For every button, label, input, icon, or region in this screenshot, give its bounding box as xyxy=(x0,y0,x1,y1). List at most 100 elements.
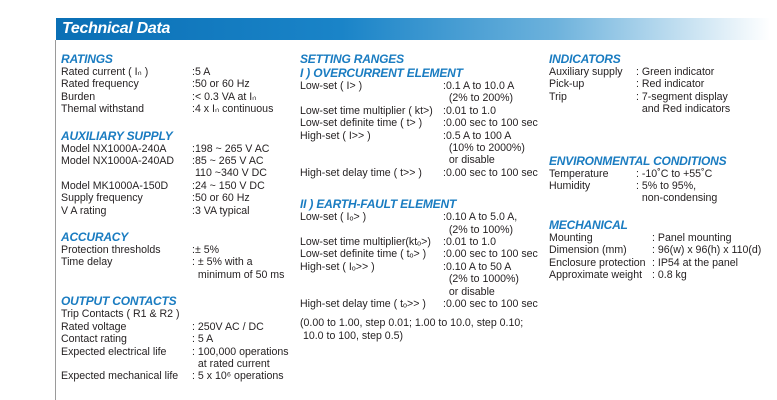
spec-label: Auxiliary supply xyxy=(549,66,623,78)
spec-row: Expected electrical life : 100,000 operat… xyxy=(61,346,289,371)
spec-label: Expected electrical life xyxy=(61,345,167,358)
spec-value-line: non-condensing xyxy=(636,192,718,205)
spec-row: Low-set time multiplier(ktₒ>):0.01 to 1.… xyxy=(300,236,538,248)
spec-value: :< 0.3 VA at Iₙ xyxy=(192,91,256,103)
spec-row: Low-set definite time ( tₒ> ):0.00 sec t… xyxy=(300,248,538,260)
spec-value: : IP54 at the panel xyxy=(652,257,738,269)
spec-value: : Red indicator xyxy=(636,78,704,90)
spec-row: Model NX1000A-240AD:85 ~ 265 V AC 110 ~3… xyxy=(61,155,289,180)
spec-row: High-set delay time ( t>> ):0.00 sec to … xyxy=(300,167,538,179)
spec-label: Dimension (mm) xyxy=(549,244,627,257)
section-heading: ACCURACY xyxy=(61,230,129,245)
note-line: 10.0 to 100, step 0.5) xyxy=(300,330,404,342)
spec-label: Supply frequency xyxy=(61,192,143,205)
spec-row: Expected mechanical life : 5 x 10⁶ operat… xyxy=(61,370,289,382)
spec-label: Trip xyxy=(549,90,567,103)
spec-value-line: :0.00 sec to 100 sec xyxy=(443,248,538,261)
spec-label: Low-set ( Iₒ> ) xyxy=(300,211,367,224)
page-title: Technical Data xyxy=(62,20,171,37)
spec-value-line: :0.1 A to 10.0 A xyxy=(443,80,515,92)
spec-row: Temperature: -10˚C to +55˚C xyxy=(549,168,761,180)
spec-row: Trip : 7-segment display and Red indicato… xyxy=(549,91,761,116)
spec-value-line: :50 or 60 Hz xyxy=(192,192,250,205)
spec-label: Model MK1000A-150D xyxy=(61,179,169,192)
spec-value: :50 or 60 Hz xyxy=(192,192,250,204)
spec-row: Contact rating : 5 A xyxy=(61,333,289,345)
column-setting-ranges: SETTING RANGES I ) OVERCURRENT ELEMENT Low… xyxy=(300,52,538,357)
spec-value-line: :198 ~ 265 V AC xyxy=(192,142,270,155)
title-bar: Technical Data xyxy=(56,18,770,40)
spec-label: Contact rating xyxy=(61,333,127,346)
spec-row: Auxiliary supply: Green indicator xyxy=(549,66,761,78)
spec-row: Low-set ( Iₒ> ) :0.10 A to 5.0 A, (2% to … xyxy=(300,211,538,236)
spec-value: : 7-segment display and Red indicators xyxy=(636,91,730,116)
note-line: (0.00 to 1.00, step 0.01; 1.00 to 10.0, … xyxy=(300,316,524,329)
spec-value-line: :24 ~ 150 V DC xyxy=(192,179,265,192)
spec-value-line: : 100,000 operations xyxy=(192,345,289,358)
spec-value-line: : 0.8 kg xyxy=(652,269,687,282)
section-heading: II ) EARTH-FAULT ELEMENT xyxy=(300,197,457,212)
spec-value: :0.00 sec to 100 sec xyxy=(443,248,538,260)
spec-row: Rated voltage: 250V AC / DC xyxy=(61,321,289,333)
section-ratings: RATINGS Rated current ( Iₙ ):5 A Rated fre… xyxy=(61,52,289,116)
spec-value-line: : Red indicator xyxy=(636,78,705,91)
spec-label: Mounting xyxy=(549,231,593,244)
spec-value: : 100,000 operations at rated current xyxy=(192,346,289,371)
spec-value-line: :0.00 sec to 100 sec xyxy=(443,166,538,179)
spec-row: Model NX1000A-240A :198 ~ 265 V AC xyxy=(61,143,289,155)
section-subheading: I ) OVERCURRENT ELEMENT xyxy=(300,66,463,80)
spec-label: Humidity xyxy=(549,180,591,193)
spec-value-line: :0.00 sec to 100 sec xyxy=(443,298,538,311)
spec-row: Protection thresholds:± 5% xyxy=(61,244,289,256)
spec-label: Low-set time multiplier ( kt>) xyxy=(300,104,433,117)
spec-value: :0.5 A to 100 A (10% to 2000%) or disabl… xyxy=(443,130,525,167)
spec-row: Rated frequency:50 or 60 Hz xyxy=(61,78,289,90)
spec-value-line: : -10˚C to +55˚C xyxy=(636,167,713,180)
spec-row: High-set ( Iₒ>> ):0.10 A to 50 A (2% to … xyxy=(300,261,538,298)
spec-value: : 96(w) x 96(h) x 110(d) xyxy=(652,244,761,256)
spec-label: Model NX1000A-240AD xyxy=(61,155,175,168)
spec-value-line: (2% to 200%) xyxy=(443,92,514,105)
spec-value-line: and Red indicators xyxy=(636,103,731,116)
spec-value: : 0.8 kg xyxy=(652,269,687,281)
spec-label: Approximate weight xyxy=(549,269,643,282)
section-heading: RATINGS xyxy=(61,52,113,66)
spec-value: :0.10 A to 5.0 A, (2% to 100%) xyxy=(443,211,517,236)
spec-label: Expected mechanical life xyxy=(61,370,179,383)
spec-row: Burden:< 0.3 VA at Iₙ xyxy=(61,91,289,103)
spec-value: : ± 5% with a minimum of 50 ms xyxy=(192,256,284,281)
spec-label: High-set ( I>> ) xyxy=(300,129,371,142)
spec-value-line: (2% to 100%) xyxy=(443,223,514,236)
spec-value-line: : 250V AC / DC xyxy=(192,320,264,333)
spec-value-line: : 96(w) x 96(h) x 110(d) xyxy=(652,244,762,257)
spec-value: : 5 A xyxy=(192,333,213,345)
spec-label: Rated frequency xyxy=(61,78,139,91)
spec-label: Low-set definite time ( t> ) xyxy=(300,117,423,130)
spec-value: :0.00 sec to 100 sec xyxy=(443,167,538,179)
spec-value-line: : 5 A xyxy=(192,333,214,346)
spec-label: Themal withstand xyxy=(61,103,145,116)
spec-value-line: :3 VA typical xyxy=(192,204,250,217)
spec-value: :5 A xyxy=(192,66,210,78)
spec-value-line: (2% to 1000%) xyxy=(443,273,519,286)
column-indicators: INDICATORS Auxiliary supply: Green indica… xyxy=(549,52,761,294)
setting-steps-note: (0.00 to 1.00, step 0.01; 1.00 to 10.0, … xyxy=(300,317,538,344)
spec-row: Trip Contacts ( R1 & R2 ) xyxy=(61,308,289,320)
spec-value: :24 ~ 150 V DC xyxy=(192,180,265,192)
spec-label: Trip Contacts ( R1 & R2 ) xyxy=(61,308,180,321)
section-heading: ENVIRONMENTAL CONDITIONS xyxy=(549,153,727,168)
spec-row: Dimension (mm) : 96(w) x 96(h) x 110(d) xyxy=(549,244,761,256)
spec-label: Time delay xyxy=(61,256,113,269)
spec-value-line: :± 5% xyxy=(192,244,220,257)
spec-value-line: : 5 x 10⁶ operations xyxy=(192,370,284,383)
spec-label: Enclosure protection xyxy=(549,256,646,269)
spec-label: Rated current ( Iₙ ) xyxy=(61,66,149,78)
spec-value-line: : IP54 at the panel xyxy=(652,256,738,269)
spec-value-line: :< 0.3 VA at Iₙ xyxy=(192,90,257,103)
spec-value-line: : Panel mounting xyxy=(652,231,732,244)
spec-label: High-set delay time ( tₒ>> ) xyxy=(300,298,426,311)
spec-label: Model NX1000A-240A xyxy=(61,142,167,155)
section-auxiliary-supply: AUXILIARY SUPPLY Model NX1000A-240A:198 ~… xyxy=(61,129,289,217)
spec-row: Low-set ( I> ):0.1 A to 10.0 A (2% to 20… xyxy=(300,80,538,105)
spec-row: Humidity: 5% to 95%, non-condensing xyxy=(549,180,761,205)
